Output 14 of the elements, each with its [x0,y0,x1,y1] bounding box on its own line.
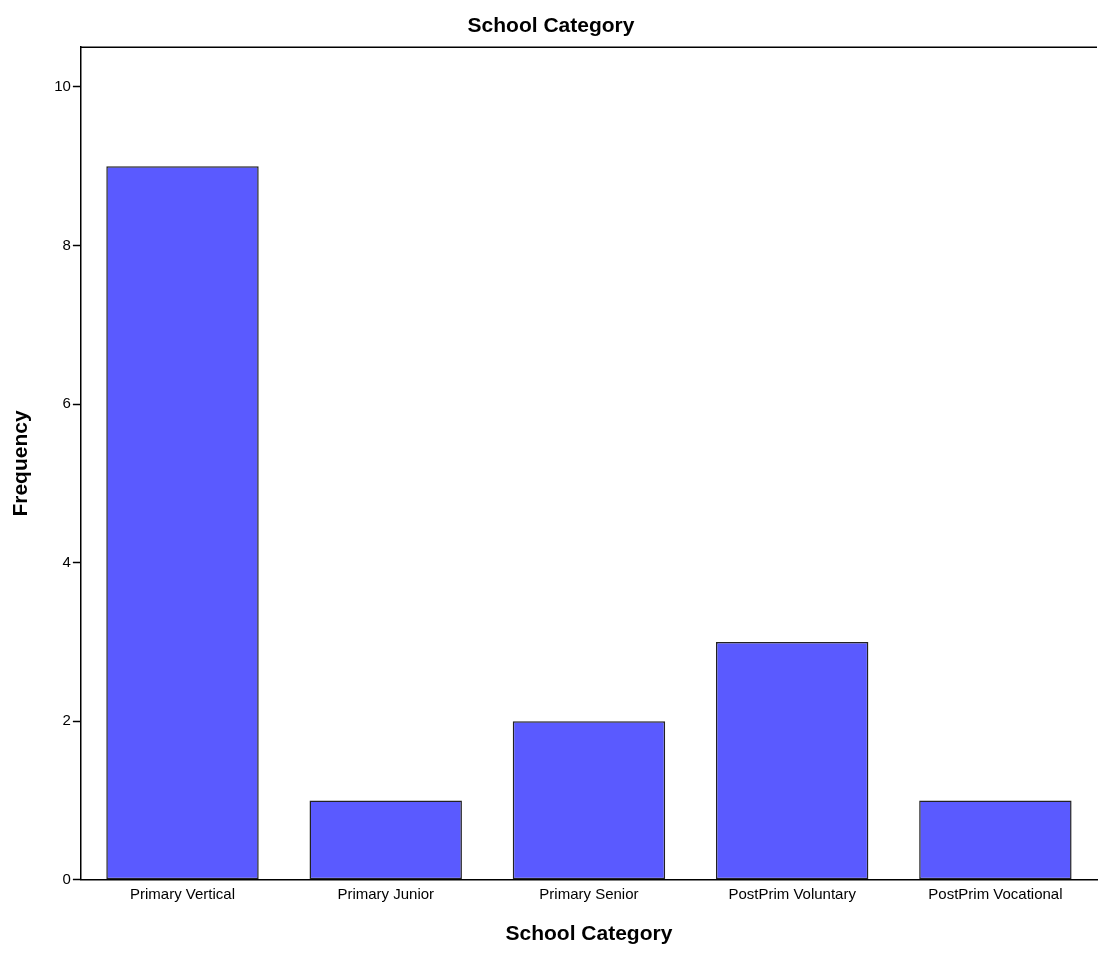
y-axis-title: Frequency [8,410,32,517]
y-tick-label: 6 [62,394,71,412]
x-tick-label: Primary Vertical [129,884,236,902]
x-tick-label: PostPrim Voluntary [728,884,857,902]
x-tick-label: Primary Junior [337,884,435,902]
chart-title: School Category [467,13,635,37]
x-tick-label: Primary Senior [539,884,639,902]
y-tick-label: 0 [62,869,71,887]
y-tick-label: 2 [62,711,71,729]
y-tick-label: 4 [62,552,71,570]
x-tick-label: PostPrim Vocational [928,884,1063,902]
y-tick-label: 10 [54,76,71,94]
x-axis-title: School Category [505,921,673,945]
y-tick-label: 8 [62,235,71,253]
